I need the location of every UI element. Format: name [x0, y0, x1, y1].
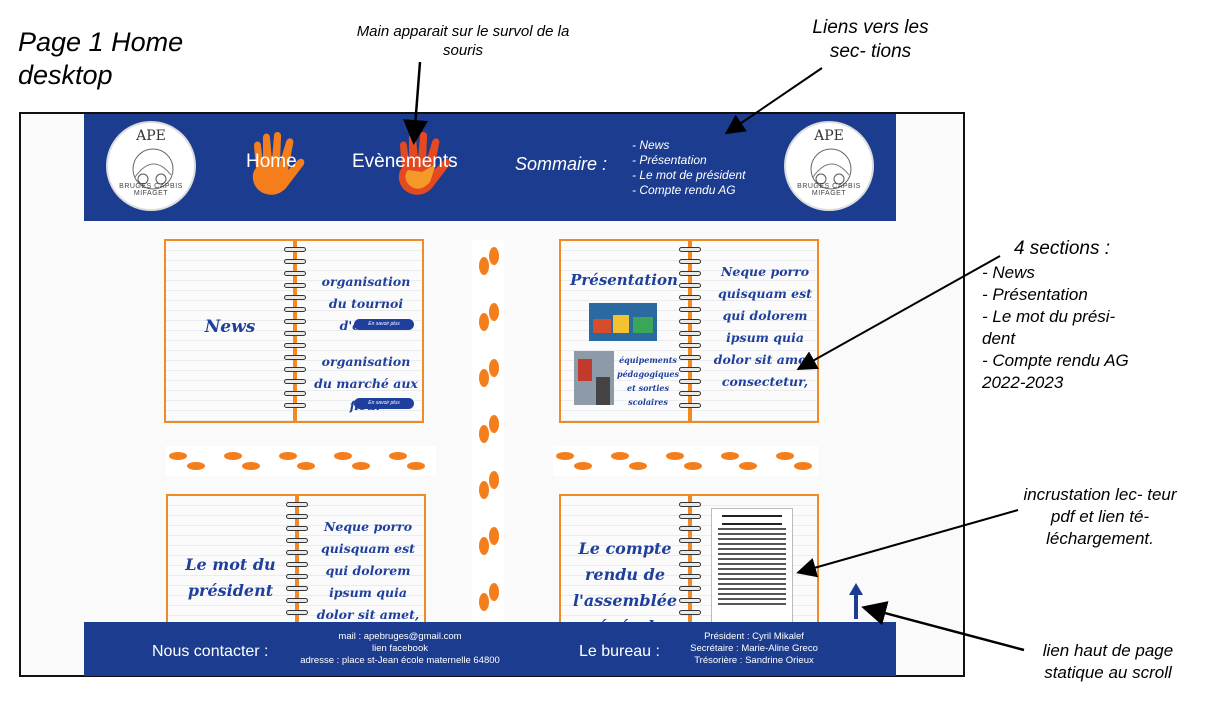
read-more-button[interactable]: En savoir plus: [354, 319, 414, 330]
bureau-label: Le bureau :: [579, 643, 660, 660]
section-title: News: [204, 317, 256, 337]
school-building-image: [574, 351, 614, 405]
footsteps-horizontal-left: [166, 446, 436, 476]
logo-tagline: BRUGES CAPBIS MIFAGET: [797, 183, 861, 197]
section-presentation: Présentation équipements pédagogiques et…: [559, 239, 819, 423]
footsteps-horizontal-right: [553, 446, 818, 476]
footsteps-icon: [479, 247, 499, 611]
logo[interactable]: APE BRUGES CAPBIS MIFAGET: [106, 121, 196, 211]
nav-link-evenements[interactable]: Evènements: [352, 151, 458, 172]
section-title: Le mot du président: [185, 555, 276, 600]
notebook-spine: [688, 496, 692, 627]
annotation-section-item: - Présentation: [982, 285, 1088, 304]
logo[interactable]: APE BRUGES CAPBIS MIFAGET: [784, 121, 874, 211]
site-footer: Nous contacter : mail : apebruges@gmail.…: [84, 622, 896, 676]
read-more-button[interactable]: En savoir plus: [354, 398, 414, 409]
news-item-text: organisation du marché aux fleur: [314, 354, 418, 413]
sommaire-list: - News - Présentation - Le mot de présid…: [632, 138, 745, 198]
footsteps-vertical: [472, 240, 504, 620]
annotation-section-item: - News: [982, 263, 1035, 282]
red-hand-icon: [398, 132, 451, 195]
sommaire-link-mot-president[interactable]: - Le mot de président: [632, 168, 746, 182]
logo-drawing-icon: [132, 148, 174, 190]
notebook-rings: [679, 502, 701, 622]
annotation-hand-hover: Main apparait sur le survol de la souris: [356, 23, 570, 59]
sommaire-label: Sommaire :: [515, 154, 608, 174]
president-body: Neque porro quisquam est qui dolorem ips…: [316, 519, 420, 622]
page-title: Page 1 Home desktop: [18, 27, 184, 90]
bureau-secretaire: Secrétaire : Marie-Aline Greco: [690, 643, 818, 654]
footsteps-icon: [556, 452, 812, 470]
sommaire-link-news[interactable]: - News: [632, 138, 670, 152]
footsteps-icon: [169, 452, 425, 470]
contact-label: Nous contacter :: [152, 643, 269, 660]
bureau-president: Président : Cyril Mikalef: [704, 631, 804, 642]
classroom-photo-image: [589, 303, 657, 341]
section-news: News organisation du tournoi d'échec En …: [164, 239, 424, 423]
pdf-viewer[interactable]: [711, 508, 793, 627]
contact-email-link[interactable]: mail : apebruges@gmail.com: [338, 631, 462, 642]
notebook-rings: [284, 247, 306, 415]
nav-link-home[interactable]: Home: [246, 151, 297, 172]
notebook-spine: [295, 496, 299, 627]
notebook-rings: [679, 247, 701, 415]
facebook-link[interactable]: lien facebook: [372, 643, 428, 654]
bureau-tresoriere: Trésorière : Sandrine Orieux: [694, 655, 814, 666]
logo-title: APE: [814, 128, 844, 144]
annotation-pdf-viewer: incrustation lec- teur pdf et lien té- l…: [1023, 485, 1177, 548]
orange-hand-icon: [252, 132, 305, 195]
annotation-back-to-top: lien haut de page statique au scroll: [1042, 641, 1174, 682]
annotation-section-item: - Le mot du prési- dent: [982, 307, 1116, 348]
annotation-sections-heading: 4 sections :: [1013, 238, 1111, 259]
annotation-section-item: - Compte rendu AG 2022-2023: [982, 351, 1129, 392]
presentation-body: Neque porro quisquam est qui dolorem ips…: [713, 264, 817, 389]
notebook-rings: [286, 502, 308, 622]
section-compte-rendu: Le compte rendu de l'assemblée générale: [559, 494, 819, 629]
arrow-up-icon[interactable]: [849, 583, 863, 619]
logo-tagline: BRUGES CAPBIS MIFAGET: [119, 183, 183, 197]
presentation-caption: équipements pédagogiques et sorties scol…: [617, 355, 680, 407]
contact-info: mail : apebruges@gmail.com lien facebook…: [280, 631, 520, 667]
section-title: Présentation: [570, 271, 678, 289]
annotation-section-links: Liens vers les sec- tions: [812, 17, 929, 62]
annotation-sections: 4 sections : - News - Présentation - Le …: [982, 238, 1142, 394]
sommaire-link-compte-rendu[interactable]: - Compte rendu AG: [632, 183, 736, 197]
bureau-info: Président : Cyril Mikalef Secrétaire : M…: [674, 631, 834, 667]
site-header: APE BRUGES CAPBIS MIFAGET Home Evènement…: [84, 114, 896, 221]
section-title: Le compte rendu de l'assemblée générale: [572, 539, 678, 627]
contact-address: adresse : place st-Jean école maternelle…: [300, 655, 500, 666]
logo-drawing-icon: [810, 148, 852, 190]
sommaire-link-presentation[interactable]: - Présentation: [632, 153, 707, 167]
section-mot-president: Le mot du président Neque porro quisquam…: [166, 494, 426, 629]
logo-title: APE: [136, 128, 166, 144]
